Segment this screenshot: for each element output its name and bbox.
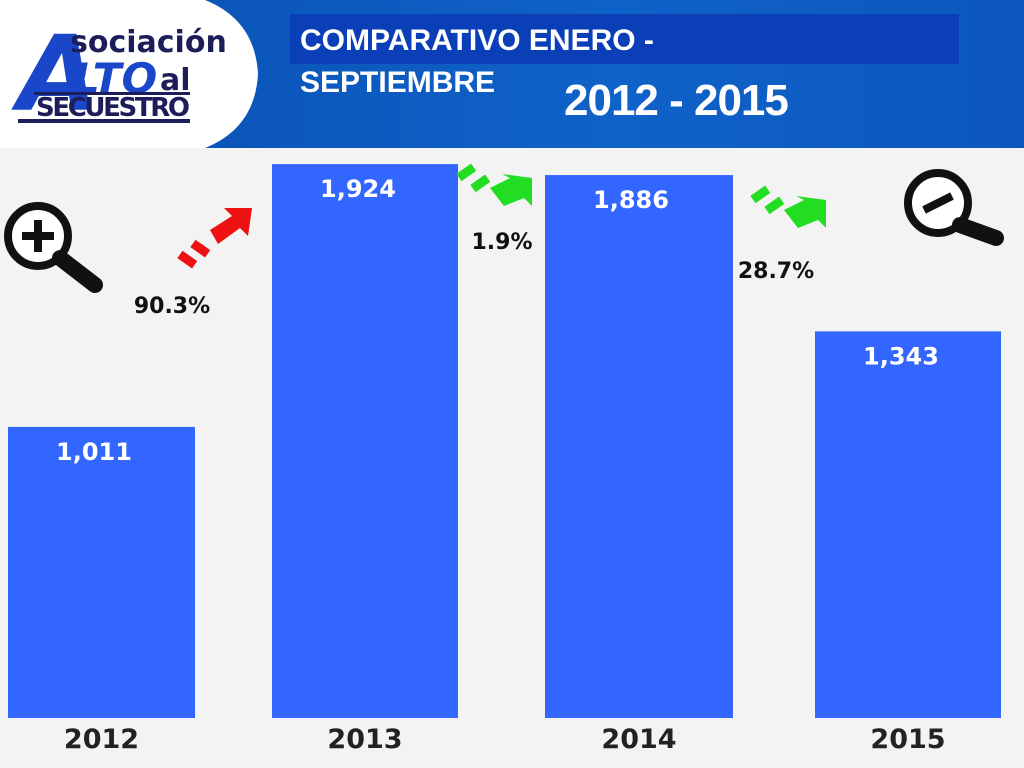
zoom-out-icon	[904, 169, 1004, 246]
decrease-arrow-icon	[750, 185, 826, 228]
logo-big-a: A	[11, 13, 99, 135]
data-label: 1,011	[56, 438, 132, 466]
bar-chart: 1,011 2012 1,924 2013 1,886 2014 1,343 2015	[4, 163, 1004, 755]
bar-2013	[272, 164, 458, 718]
bar-2015	[815, 331, 1001, 718]
data-label: 1,343	[863, 342, 939, 370]
zoom-in-icon	[4, 202, 103, 293]
change-annotation: 90.3%	[134, 294, 210, 319]
x-tick-label: 2015	[870, 724, 945, 755]
data-label: 1,886	[593, 186, 669, 214]
x-tick-label: 2013	[327, 724, 402, 755]
years-range: 2012 - 2015	[564, 76, 789, 125]
increase-arrow-icon	[177, 208, 252, 269]
title-box	[290, 14, 959, 64]
change-annotation: 1.9%	[471, 230, 532, 255]
logo-line3: SECUESTRO	[36, 93, 190, 123]
x-tick-label: 2012	[64, 724, 139, 755]
bar-2014	[545, 175, 733, 718]
logo-line1: sociación	[70, 25, 227, 60]
data-label: 1,924	[320, 175, 396, 203]
page-title: COMPARATIVO ENERO - SEPTIEMBRE	[300, 24, 654, 99]
bar-2012	[8, 426, 195, 718]
decrease-arrow-icon	[456, 163, 532, 206]
change-annotation: 28.7%	[738, 259, 814, 284]
x-tick-label: 2014	[601, 724, 676, 755]
logo: A sociación LTO al SECUESTRO	[0, 0, 260, 148]
